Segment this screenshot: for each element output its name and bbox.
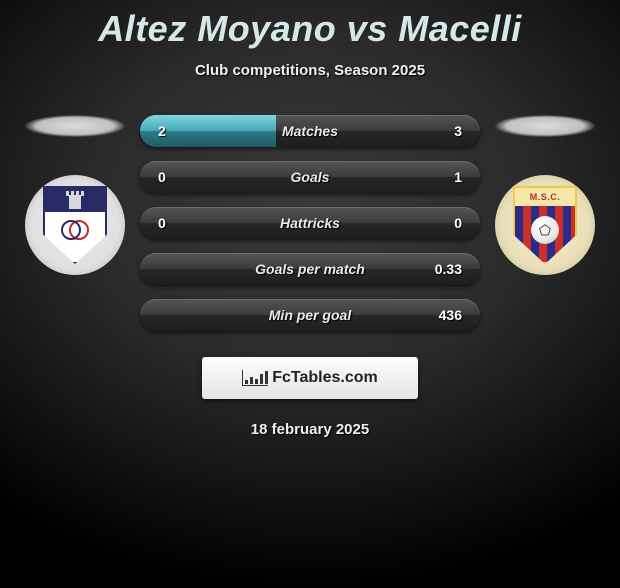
- stats-table: 23Matches01Goals00Hattricks0.33Goals per…: [140, 115, 480, 331]
- subtitle: Club competitions, Season 2025: [0, 62, 620, 79]
- crest-abbr-right: M.S.C.: [515, 188, 575, 206]
- shield-icon: M.S.C.: [513, 186, 577, 264]
- stat-values: 01: [140, 161, 480, 193]
- brand-watermark[interactable]: FcTables.com: [202, 357, 418, 399]
- stat-right-value: 1: [454, 169, 462, 185]
- stat-row: 0.33Goals per match: [140, 253, 480, 285]
- stat-row: 23Matches: [140, 115, 480, 147]
- soccer-ball-icon: [531, 216, 559, 244]
- stat-values: 0.33: [140, 253, 480, 285]
- club-crest-right: M.S.C.: [495, 175, 595, 275]
- stat-left-value: 2: [158, 123, 166, 139]
- stat-values: 436: [140, 299, 480, 331]
- tower-icon: [66, 191, 84, 209]
- stat-right-value: 0.33: [435, 261, 462, 277]
- date-label: 18 february 2025: [0, 421, 620, 438]
- stat-values: 23: [140, 115, 480, 147]
- left-player-column: [20, 115, 130, 275]
- stat-right-value: 0: [454, 215, 462, 231]
- right-player-column: M.S.C.: [490, 115, 600, 275]
- stat-left-value: 0: [158, 215, 166, 231]
- brand-label: FcTables.com: [272, 369, 378, 387]
- stat-left-value: 0: [158, 169, 166, 185]
- stat-values: 00: [140, 207, 480, 239]
- stat-row: 436Min per goal: [140, 299, 480, 331]
- shield-icon: [43, 186, 107, 264]
- comparison-panel: 23Matches01Goals00Hattricks0.33Goals per…: [0, 115, 620, 331]
- stat-right-value: 3: [454, 123, 462, 139]
- player-photo-placeholder-right: [495, 115, 595, 137]
- player-photo-placeholder-left: [25, 115, 125, 137]
- stat-row: 00Hattricks: [140, 207, 480, 239]
- bar-chart-icon: [242, 370, 268, 386]
- club-crest-left: [25, 175, 125, 275]
- stat-right-value: 436: [439, 307, 462, 323]
- stat-row: 01Goals: [140, 161, 480, 193]
- page-title: Altez Moyano vs Macelli: [0, 8, 620, 50]
